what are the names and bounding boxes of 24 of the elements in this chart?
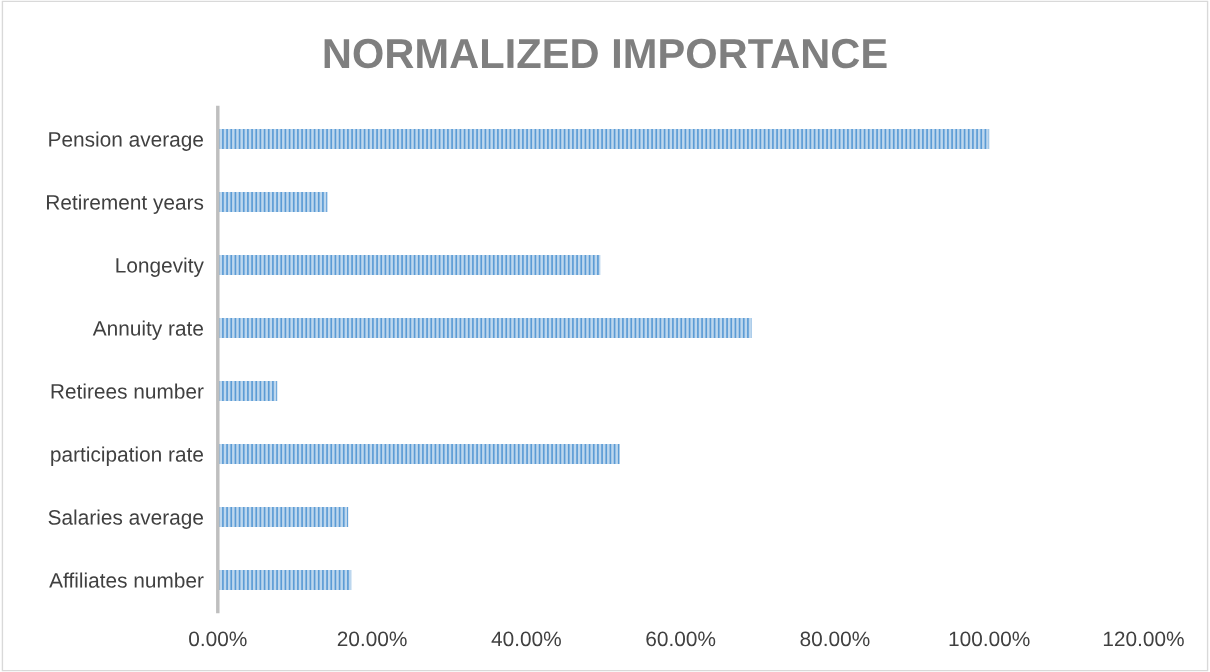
bar	[217, 380, 278, 402]
bar	[217, 569, 352, 591]
x-tick-label: 20.00%	[337, 631, 407, 647]
bar	[217, 317, 752, 339]
y-tick-label: Retirement years	[47, 194, 204, 214]
bar	[217, 506, 349, 528]
y-tick-label: Annuity rate	[92, 320, 203, 340]
x-tick-label: 120.00%	[1103, 631, 1184, 647]
y-tick-label: Pension average	[49, 131, 203, 151]
bar	[217, 443, 620, 465]
x-tick-label: 0.00%	[189, 631, 247, 647]
bar	[217, 254, 601, 276]
x-tick-label: 80.00%	[800, 631, 870, 647]
y-tick-label: participation rate	[51, 446, 203, 466]
y-tick-label: Affiliates number	[49, 572, 204, 588]
x-tick-label: 60.00%	[646, 631, 716, 647]
y-tick-label: Retirees number	[51, 383, 204, 399]
y-tick-label: Longevity	[116, 257, 204, 277]
bar	[217, 128, 990, 150]
x-tick-label: 100.00%	[949, 631, 1030, 647]
bar	[217, 191, 328, 213]
y-tick-label: Salaries average	[48, 509, 203, 529]
x-tick-label: 40.00%	[491, 631, 561, 647]
chart-title: NORMALIZED IMPORTANCE	[324, 38, 887, 69]
